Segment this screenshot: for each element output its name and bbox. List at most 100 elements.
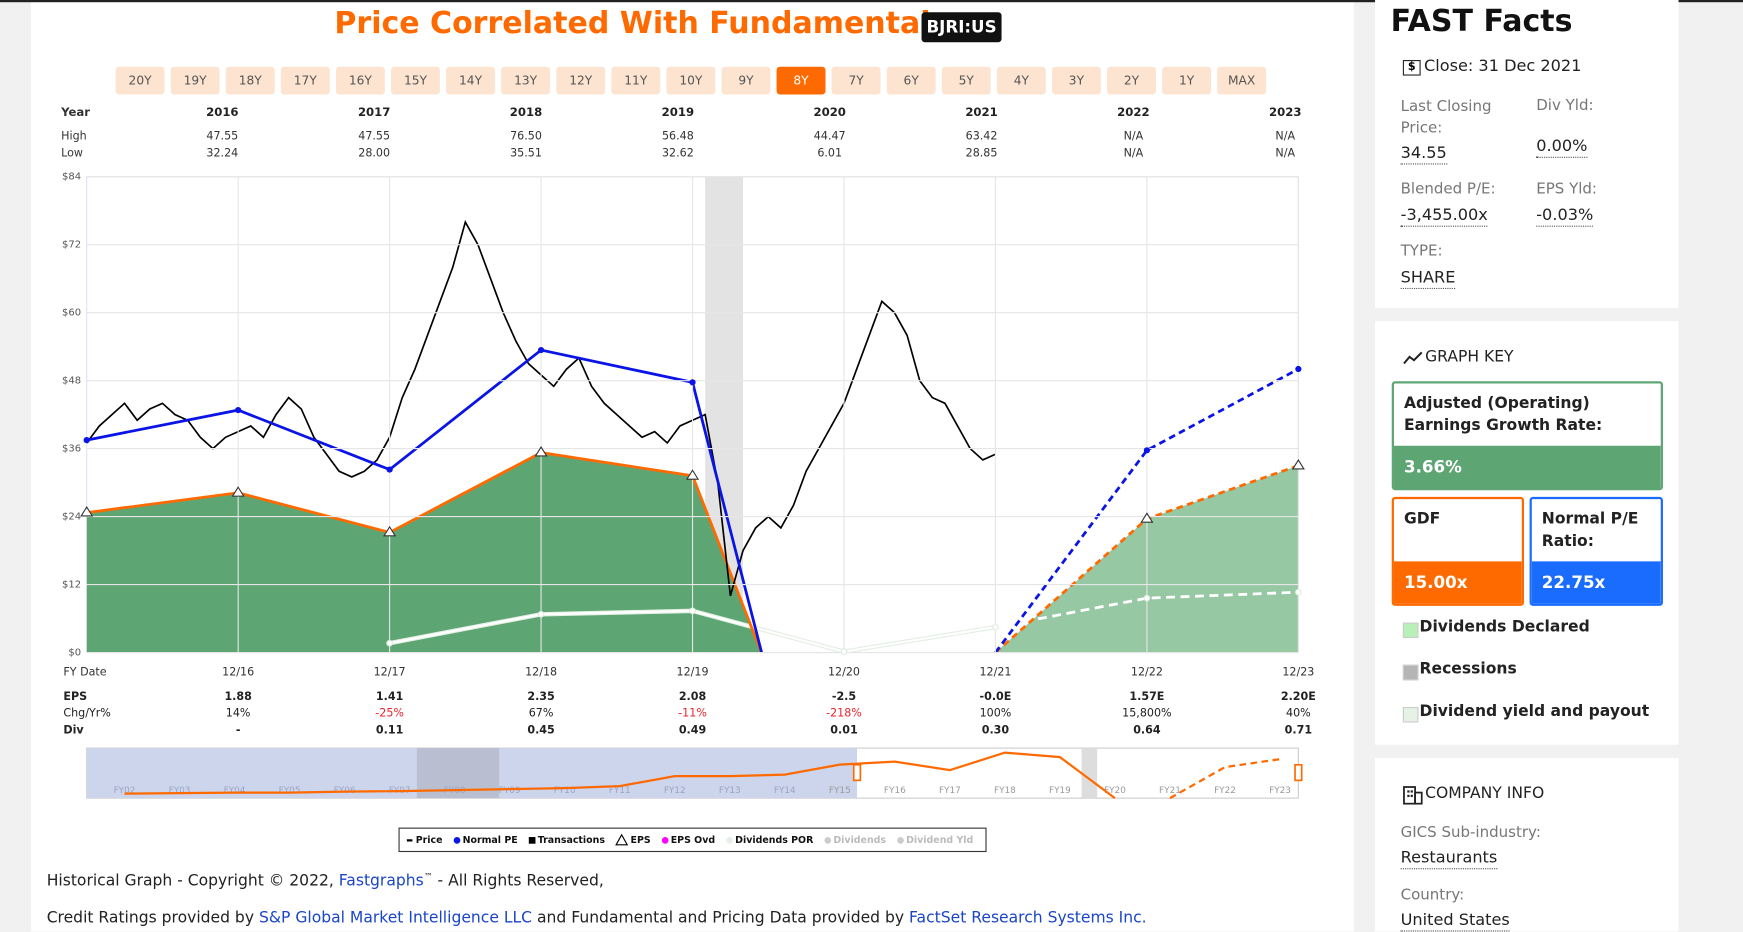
ticker: BJRI:US <box>926 17 996 36</box>
range-button[interactable] <box>501 66 551 95</box>
eps-marker <box>231 486 245 497</box>
fy-cell: -11% <box>678 707 707 720</box>
fy-cell: 0.49 <box>679 723 707 736</box>
overview-label: FY05 <box>279 786 301 796</box>
range-button-label[interactable]: 4Y <box>1014 74 1030 88</box>
range-button-label[interactable]: 7Y <box>848 74 864 88</box>
overview-label: FY02 <box>114 786 136 796</box>
range-button[interactable] <box>170 66 220 95</box>
x-tick-label: 12/18 <box>525 666 557 679</box>
footer-link[interactable]: Fastgraphs <box>338 872 424 891</box>
legend-label: Normal PE <box>463 835 518 846</box>
range-button[interactable] <box>1162 66 1212 95</box>
overview-label: FY15 <box>829 786 851 796</box>
fy-cell: 100% <box>980 707 1012 720</box>
range-button[interactable] <box>280 66 330 95</box>
key-label: Recessions <box>1419 660 1517 679</box>
y-tick-label: $24 <box>62 512 81 523</box>
footer-text: Historical Graph - Copyright © 2022, <box>46 872 339 891</box>
y-tick-label: $60 <box>62 308 81 319</box>
range-button[interactable] <box>1107 66 1156 95</box>
range-button-label[interactable]: 20Y <box>129 74 153 88</box>
close-date: Close: 31 Dec 2021 <box>1423 57 1582 76</box>
footer-text: ™ <box>423 871 433 882</box>
overview-label: FY14 <box>774 786 796 796</box>
normal-pe-dot <box>386 466 393 473</box>
overview-label: FY12 <box>664 786 686 796</box>
overview-label: FY23 <box>1269 786 1291 796</box>
footer-link[interactable]: FactSet Research Systems Inc. <box>909 909 1147 928</box>
fact-value: -0.03% <box>1536 207 1594 227</box>
fact-label: EPS Yld: <box>1536 180 1598 198</box>
range-button-label[interactable]: 18Y <box>239 74 263 88</box>
legend-label: Dividends POR <box>735 835 814 846</box>
x-tick-label: 12/21 <box>979 666 1011 679</box>
range-button[interactable] <box>391 66 440 95</box>
fy-row-label: EPS <box>63 690 87 703</box>
range-button-label[interactable]: MAX <box>1228 74 1255 88</box>
fact-value: 34.55 <box>1400 145 1447 165</box>
range-button[interactable] <box>776 66 826 95</box>
overview-label: FY03 <box>169 786 191 796</box>
graph-key-title: GRAPH KEY <box>1425 347 1514 366</box>
legend-label: Dividend Yld <box>906 835 973 846</box>
footer-link[interactable]: S&P Global Market Intelligence LLC <box>258 909 533 928</box>
range-button-label[interactable]: 13Y <box>514 74 538 88</box>
y-tick-label: $72 <box>62 240 81 251</box>
range-button[interactable] <box>335 66 385 95</box>
range-button[interactable] <box>831 66 881 95</box>
overview-handle[interactable] <box>852 763 862 782</box>
dividend-dot <box>689 607 696 615</box>
range-button[interactable] <box>886 66 936 95</box>
legend-box <box>398 827 987 853</box>
range-button-label[interactable]: 19Y <box>184 74 208 88</box>
range-button-label[interactable]: 5Y <box>959 74 975 88</box>
legend-label: Price <box>416 835 443 846</box>
range-button-label[interactable]: 12Y <box>569 74 593 88</box>
y-tick-label: $84 <box>62 172 81 183</box>
range-button[interactable] <box>556 66 606 95</box>
graph-icon <box>1403 351 1423 365</box>
range-button-label[interactable]: 10Y <box>679 74 703 88</box>
fact-value: SHARE <box>1400 269 1456 290</box>
year: 2016 <box>206 105 238 119</box>
fact-value: -3,455.00x <box>1400 207 1488 227</box>
graph-key-card: GRAPH KEY Adjusted (Operating) Earnings … <box>1375 321 1679 745</box>
fy-cell: 0.64 <box>1133 723 1161 736</box>
range-button[interactable] <box>721 66 771 95</box>
range-button-label[interactable]: 3Y <box>1069 74 1085 88</box>
range-button[interactable] <box>666 66 716 95</box>
fy-cell: 2.35 <box>527 690 554 703</box>
range-button[interactable] <box>1051 66 1101 95</box>
high: N/A <box>1275 130 1295 143</box>
range-button[interactable] <box>611 66 661 95</box>
dividend-dot <box>537 610 545 618</box>
gdf-box: GDF 15.00x <box>1391 496 1525 606</box>
range-button-label[interactable]: 8Y <box>793 74 809 88</box>
key-label: Dividend yield and payout <box>1419 702 1650 721</box>
range-button-label[interactable]: 6Y <box>904 74 920 88</box>
y-tick-label: $36 <box>62 444 81 455</box>
chart: Price Correlated With Fundamentals BJRI:… <box>60 6 1316 853</box>
range-button[interactable] <box>1217 66 1267 95</box>
range-button-label[interactable]: 1Y <box>1179 74 1195 88</box>
range-button-label[interactable]: 11Y <box>624 74 648 88</box>
range-button-label[interactable]: 2Y <box>1124 74 1140 88</box>
range-button[interactable] <box>225 66 275 95</box>
range-button-label[interactable]: 9Y <box>738 74 754 88</box>
footer-text: - All Rights Reserved, <box>432 872 604 891</box>
range-button[interactable] <box>115 66 165 95</box>
overview-handle[interactable] <box>1294 763 1303 782</box>
company-value: United States <box>1400 912 1510 932</box>
range-button[interactable] <box>996 66 1046 95</box>
range-button-label[interactable]: 15Y <box>404 74 428 88</box>
range-button[interactable] <box>941 66 991 95</box>
overview-label: FY22 <box>1214 786 1236 796</box>
range-button-label[interactable]: 16Y <box>349 74 373 88</box>
range-button[interactable] <box>446 66 495 95</box>
range-button-label[interactable]: 14Y <box>459 74 483 88</box>
company-value: Restaurants <box>1400 849 1498 870</box>
high: 47.55 <box>206 130 238 143</box>
range-button-label[interactable]: 17Y <box>294 74 318 88</box>
